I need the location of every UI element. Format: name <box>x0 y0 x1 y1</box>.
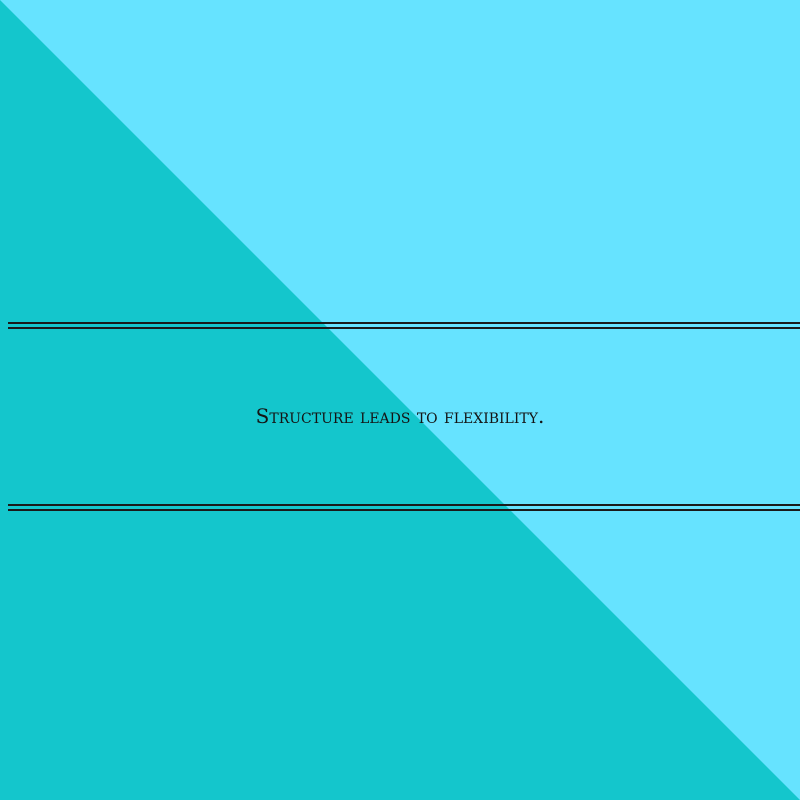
quote-text: Structure leads to flexibility. <box>255 404 545 428</box>
bottom-double-rule <box>8 504 800 511</box>
top-double-rule <box>8 322 800 329</box>
